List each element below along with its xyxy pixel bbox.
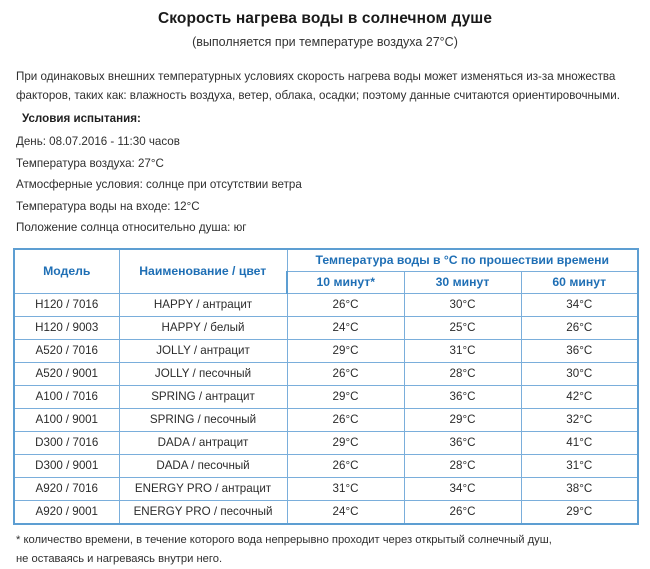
cell-t60: 30°C bbox=[520, 361, 640, 386]
cell-t10: 26°C bbox=[286, 292, 405, 317]
cell-model: A100 / 9001 bbox=[13, 407, 120, 432]
results-table-wrapper: Модель Наименование / цвет Температура в… bbox=[13, 247, 640, 525]
column-header-model: Модель bbox=[13, 247, 120, 294]
cell-model: D300 / 7016 bbox=[13, 430, 120, 455]
cell-t30: 34°C bbox=[403, 476, 522, 501]
footnote: * количество времени, в течение которого… bbox=[16, 531, 637, 569]
cell-t10: 26°C bbox=[286, 407, 405, 432]
cell-name: SPRING / песочный bbox=[118, 407, 288, 432]
cell-name: JOLLY / песочный bbox=[118, 361, 288, 386]
footnote-line-2: не оставаясь и нагреваясь внутри него. bbox=[16, 552, 223, 565]
cell-name: HAPPY / антрацит bbox=[118, 292, 288, 317]
cell-model: A520 / 9001 bbox=[13, 361, 120, 386]
table-row: A100 / 7016 SPRING / антрацит 29°C 36°C … bbox=[13, 384, 640, 409]
cell-model: A920 / 9001 bbox=[13, 499, 120, 525]
cell-model: A920 / 7016 bbox=[13, 476, 120, 501]
footnote-line-1: * количество времени, в течение которого… bbox=[16, 533, 552, 546]
table-row: A920 / 9001 ENERGY PRO / песочный 24°C 2… bbox=[13, 499, 640, 525]
condition-item-day: День: 08.07.2016 - 11:30 часов bbox=[16, 135, 180, 148]
cell-t60: 41°C bbox=[520, 430, 640, 455]
table-row: A920 / 7016 ENERGY PRO / антрацит 31°C 3… bbox=[13, 476, 640, 501]
cell-t60: 34°C bbox=[520, 292, 640, 317]
table-row: H120 / 9003 HAPPY / белый 24°C 25°C 26°C bbox=[13, 315, 640, 340]
cell-name: DADA / антрацит bbox=[118, 430, 288, 455]
results-table: Модель Наименование / цвет Температура в… bbox=[13, 247, 640, 525]
cell-model: D300 / 9001 bbox=[13, 453, 120, 478]
cell-t60: 32°C bbox=[520, 407, 640, 432]
cell-t60: 36°C bbox=[520, 338, 640, 363]
cell-t60: 29°C bbox=[520, 499, 640, 525]
table-header: Модель Наименование / цвет Температура в… bbox=[13, 247, 640, 294]
table-row: H120 / 7016 HAPPY / антрацит 26°C 30°C 3… bbox=[13, 292, 640, 317]
table-header-row-1: Модель Наименование / цвет Температура в… bbox=[13, 247, 640, 294]
column-header-name-color: Наименование / цвет bbox=[118, 247, 288, 294]
table-row: A520 / 9001 JOLLY / песочный 26°C 28°C 3… bbox=[13, 361, 640, 386]
conditions-heading: Условия испытания: bbox=[22, 112, 141, 125]
cell-t30: 31°C bbox=[403, 338, 522, 363]
condition-item-inlet-temp: Температура воды на входе: 12°C bbox=[16, 199, 200, 213]
cell-name: ENERGY PRO / песочный bbox=[118, 499, 288, 525]
cell-t10: 29°C bbox=[286, 338, 405, 363]
cell-t10: 29°C bbox=[286, 384, 405, 409]
cell-name: JOLLY / антрацит bbox=[118, 338, 288, 363]
cell-t60: 31°C bbox=[520, 453, 640, 478]
condition-item-air-temp: Температура воздуха: 27°C bbox=[16, 156, 164, 170]
column-header-30-minutes: 30 минут bbox=[403, 270, 522, 294]
cell-t30: 29°C bbox=[403, 407, 522, 432]
intro-line-2: факторов, таких как: влажность воздуха, … bbox=[16, 89, 620, 102]
cell-t30: 25°C bbox=[403, 315, 522, 340]
intro-line-1: При одинаковых внешних температурных усл… bbox=[16, 70, 616, 83]
cell-t10: 29°C bbox=[286, 430, 405, 455]
page-title: Скорость нагрева воды в солнечном душе bbox=[157, 10, 493, 27]
cell-t10: 24°C bbox=[286, 315, 405, 340]
table-row: D300 / 9001 DADA / песочный 26°C 28°C 31… bbox=[13, 453, 640, 478]
cell-name: SPRING / антрацит bbox=[118, 384, 288, 409]
page-subtitle: (выполняется при температуре воздуха 27°… bbox=[192, 35, 458, 49]
cell-t30: 26°C bbox=[403, 499, 522, 525]
cell-t10: 31°C bbox=[286, 476, 405, 501]
cell-t30: 28°C bbox=[403, 361, 522, 386]
cell-model: A100 / 7016 bbox=[13, 384, 120, 409]
cell-model: H120 / 7016 bbox=[13, 292, 120, 317]
cell-t10: 26°C bbox=[286, 453, 405, 478]
table-row: D300 / 7016 DADA / антрацит 29°C 36°C 41… bbox=[13, 430, 640, 455]
cell-t60: 38°C bbox=[520, 476, 640, 501]
cell-t10: 26°C bbox=[286, 361, 405, 386]
cell-name: ENERGY PRO / антрацит bbox=[118, 476, 288, 501]
cell-model: H120 / 9003 bbox=[13, 315, 120, 340]
cell-t10: 24°C bbox=[286, 499, 405, 525]
cell-name: HAPPY / белый bbox=[118, 315, 288, 340]
cell-model: A520 / 7016 bbox=[13, 338, 120, 363]
column-header-group-temperature: Температура воды в °C по прошествии врем… bbox=[286, 247, 640, 272]
table-row: A100 / 9001 SPRING / песочный 26°C 29°C … bbox=[13, 407, 640, 432]
condition-item-sun-position: Положение солнца относительно душа: юг bbox=[16, 221, 247, 234]
conditions-list: День: 08.07.2016 - 11:30 часов Температу… bbox=[0, 131, 650, 239]
table-header-row-2: 10 минут* 30 минут 60 минут bbox=[14, 270, 640, 294]
cell-t30: 36°C bbox=[403, 430, 522, 455]
cell-t60: 26°C bbox=[520, 315, 640, 340]
cell-t30: 36°C bbox=[403, 384, 522, 409]
intro-paragraph: При одинаковых внешних температурных усл… bbox=[16, 67, 637, 105]
column-header-10-minutes: 10 минут* bbox=[286, 270, 405, 294]
cell-t30: 28°C bbox=[403, 453, 522, 478]
cell-t30: 30°C bbox=[403, 292, 522, 317]
table-body: H120 / 7016 HAPPY / антрацит 26°C 30°C 3… bbox=[13, 292, 640, 525]
cell-name: DADA / песочный bbox=[118, 453, 288, 478]
table-row: A520 / 7016 JOLLY / антрацит 29°C 31°C 3… bbox=[13, 338, 640, 363]
column-header-60-minutes: 60 минут bbox=[520, 270, 640, 294]
cell-t60: 42°C bbox=[520, 384, 640, 409]
condition-item-atmosphere: Атмосферные условия: солнце при отсутств… bbox=[16, 178, 302, 191]
title-block: Скорость нагрева воды в солнечном душе (… bbox=[0, 0, 650, 51]
